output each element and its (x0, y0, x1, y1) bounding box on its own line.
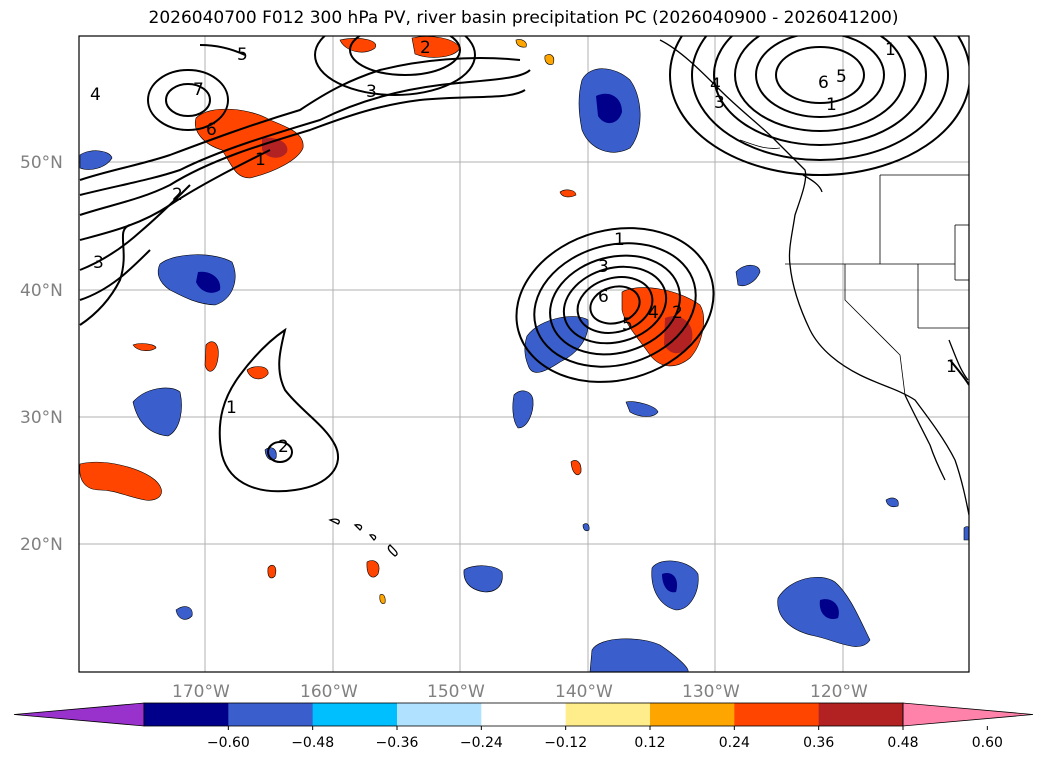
contour-label: 2 (278, 437, 289, 457)
negative-anomaly-core (596, 93, 622, 124)
negative-anomaly (625, 401, 659, 417)
contour-label: 4 (90, 85, 101, 105)
colorbar-tick-label: 0.24 (719, 735, 750, 751)
latitude-labels: 50°N 40°N 30°N 20°N (20, 153, 63, 555)
negative-anomaly (463, 565, 503, 593)
lon-label: 170°W (172, 682, 230, 702)
lat-label: 50°N (20, 153, 63, 173)
colorbar-segment (228, 703, 314, 726)
contour-label: 6 (598, 287, 609, 307)
negative-anomaly (589, 638, 689, 672)
colorbar-tick-label: −0.24 (460, 735, 503, 751)
colorbar-segment (734, 703, 820, 726)
contour-label: 1 (255, 150, 266, 170)
lat-label: 40°N (20, 281, 63, 301)
colorbar-extend-high (902, 702, 1034, 727)
lat-label: 30°N (20, 408, 63, 428)
colorbar-frame (143, 702, 904, 727)
negative-anomaly (582, 523, 590, 532)
map-frame (78, 35, 970, 673)
contour-label: 3 (93, 253, 104, 273)
negative-anomaly (175, 606, 193, 620)
contour-label: 5 (237, 45, 248, 65)
colorbar-tick-label: −0.36 (376, 735, 419, 751)
contour-label: 5 (836, 67, 847, 87)
contour-label: 2 (672, 303, 683, 323)
colorbar-tick-label: −0.12 (544, 735, 587, 751)
contour-label: 1 (614, 230, 625, 250)
contour-label: 4 (710, 75, 721, 95)
positive-anomaly (194, 108, 304, 179)
contour-label: 2 (420, 38, 431, 58)
map-area: 5 4 7 6 1 2 3 3 2 1 4 3 6 5 1 1 3 6 5 4 … (79, 36, 969, 672)
contour-label: 2 (172, 185, 183, 205)
contour-label: 5 (622, 315, 633, 335)
positive-anomaly (515, 39, 527, 48)
positive-anomaly (570, 460, 582, 475)
negative-anomaly (735, 264, 761, 287)
colorbar-tick-label: 0.12 (634, 735, 665, 751)
positive-anomaly (379, 594, 386, 604)
positive-anomaly (544, 54, 555, 65)
contour-label: 7 (193, 80, 204, 100)
colorbar-segment (650, 703, 735, 726)
negative-anomaly-core (662, 572, 678, 593)
pv-contours (79, 36, 969, 493)
lon-label: 130°W (682, 682, 740, 702)
colorbar-tick-label: 0.60 (972, 735, 1003, 751)
contour-label: 1 (885, 40, 896, 60)
lon-label: 140°W (555, 682, 613, 702)
contour-label: 1 (826, 95, 837, 115)
negative-anomaly (512, 390, 534, 429)
negative-anomaly (79, 150, 113, 170)
positive-anomaly (132, 343, 157, 351)
colorbar-extend-low (13, 702, 145, 727)
contour-label: 3 (714, 93, 725, 113)
contour-label: 3 (598, 257, 609, 277)
contour-label: 4 (648, 303, 659, 323)
colorbar-tick-label: −0.60 (207, 735, 250, 751)
contour-label: 6 (818, 73, 829, 93)
negative-anomaly (132, 387, 182, 437)
negative-anomaly-core (196, 271, 221, 293)
contour-label: 1 (946, 357, 957, 377)
contour-labels: 5 4 7 6 1 2 3 3 2 1 4 3 6 5 1 1 3 6 5 4 … (90, 38, 957, 457)
colorbar-tick-label: 0.36 (803, 735, 834, 751)
lon-label: 120°W (810, 682, 868, 702)
contour-label: 1 (226, 398, 237, 418)
colorbar-segment (397, 703, 482, 726)
borders (739, 139, 969, 396)
contour-label: 6 (206, 120, 217, 140)
colorbar-segment (312, 703, 398, 726)
map-title: 2026040700 F012 300 hPa PV, river basin … (148, 8, 899, 28)
colorbar-segment (565, 703, 651, 726)
lat-label: 20°N (20, 535, 63, 555)
positive-anomaly (559, 189, 577, 198)
lon-label: 150°W (427, 682, 485, 702)
colorbar-segment (481, 703, 567, 726)
negative-anomaly (963, 526, 969, 541)
colorbar-segment (818, 703, 904, 726)
contour-label: 3 (366, 82, 377, 102)
longitude-labels: 170°W 160°W 150°W 140°W 130°W 120°W (172, 682, 868, 702)
lon-label: 160°W (300, 682, 358, 702)
positive-anomaly (79, 461, 162, 501)
negative-anomaly-core (819, 599, 839, 620)
coastlines (328, 39, 969, 557)
positive-anomaly (366, 560, 380, 578)
negative-anomaly (885, 497, 899, 508)
colorbar-segment (144, 703, 229, 726)
positive-anomaly (267, 564, 277, 579)
colorbar: −0.60 −0.48 −0.36 −0.24 −0.12 0.12 0.24 0.36 0.4… (13, 702, 1034, 751)
colorbar-tick-label: −0.48 (291, 735, 334, 751)
positive-anomaly (204, 341, 219, 372)
colorbar-tick-label: 0.48 (887, 735, 918, 751)
positive-anomaly (246, 366, 269, 380)
